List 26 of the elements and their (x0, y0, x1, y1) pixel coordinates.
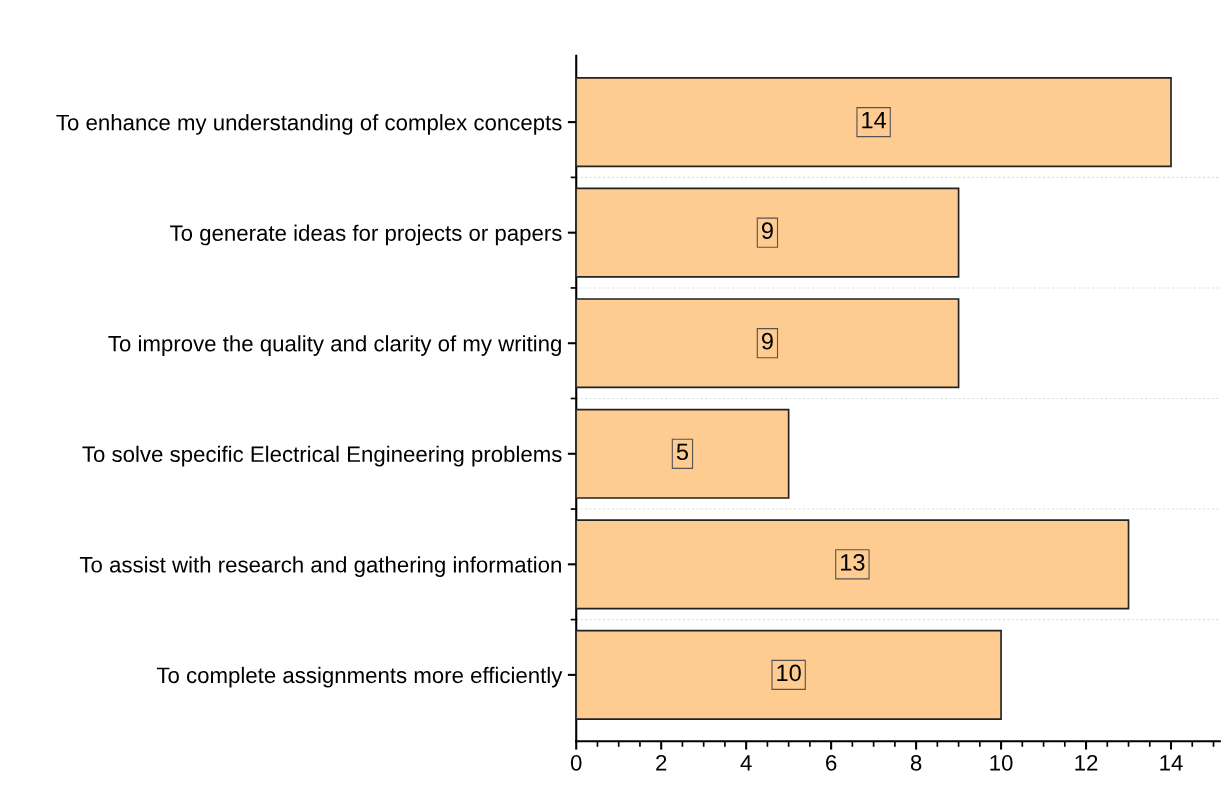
bar (576, 519, 1130, 610)
y-tick-label: To enhance my understanding of complex concepts (56, 114, 562, 135)
y-tick-label: To solve specific Electrical Engineering problems (82, 445, 562, 467)
bar (576, 408, 790, 499)
x-tick-label: 14 (1160, 755, 1183, 771)
y-tick-label: To improve the quality and clarity of my writing (108, 335, 561, 356)
data-label: 9 (761, 332, 773, 350)
x-tick-label: 10 (990, 754, 1013, 771)
data-label: 9 (761, 222, 773, 240)
x-tick-label: 4 (740, 755, 752, 771)
x-tick-label: 2 (656, 754, 667, 771)
bar (576, 77, 1172, 168)
bar (576, 298, 960, 389)
data-label: 13 (841, 553, 865, 571)
data-label: 14 (862, 111, 887, 129)
y-tick-label: To complete assignments more efficiently (156, 666, 563, 688)
x-tick-label: 8 (910, 754, 922, 771)
data-label: 10 (777, 664, 801, 682)
y-tick-label: To generate ideas for projects or papers (170, 224, 562, 246)
bar (576, 187, 960, 278)
y-tick-label: To assist with research and gathering information (79, 556, 561, 577)
x-tick-label: 12 (1075, 754, 1098, 771)
bar (576, 629, 1002, 720)
data-label: 5 (676, 443, 689, 461)
x-tick-label: 0 (570, 754, 582, 771)
x-tick-label: 6 (826, 754, 837, 771)
